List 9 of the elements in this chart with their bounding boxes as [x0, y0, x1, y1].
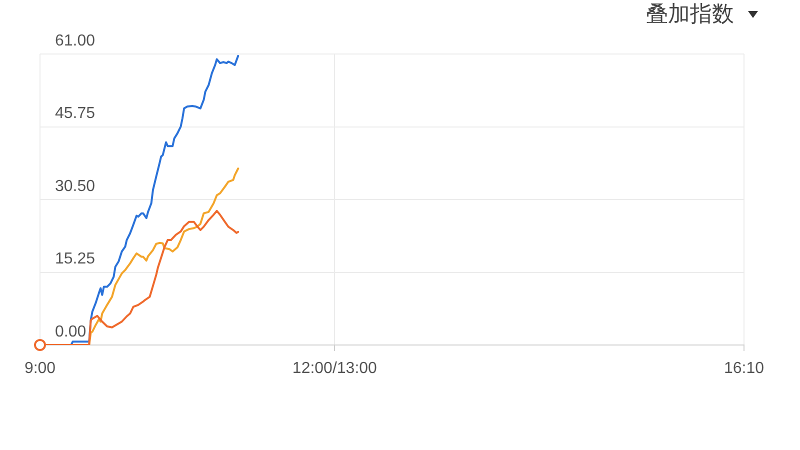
y-tick-label: 61.00 — [55, 32, 96, 50]
text: 叠加指数 — [646, 1, 734, 27]
x-tick-label: 16:10 — [724, 360, 764, 378]
x-tick-label: 12:00/13:00 — [292, 360, 378, 378]
y-tick-label: 15.25 — [55, 250, 96, 268]
y-tick-label: 45.75 — [55, 105, 96, 122]
x-tick-label: 9:00 — [24, 360, 56, 378]
y-tick-label: 30.50 — [55, 178, 96, 195]
y-tick-label: 0.00 — [55, 323, 86, 340]
